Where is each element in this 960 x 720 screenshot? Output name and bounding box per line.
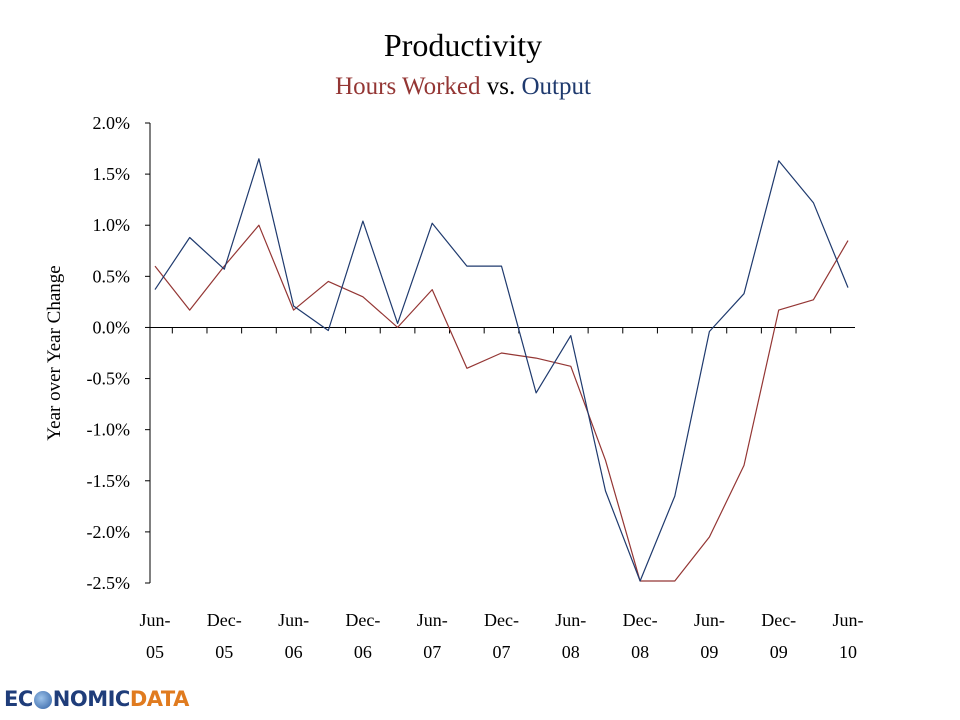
- y-tick-label: 1.5%: [93, 164, 131, 184]
- x-tick-label-month: Jun-: [417, 610, 448, 630]
- x-tick-label-month: Jun-: [694, 610, 725, 630]
- y-tick-label: 0.0%: [93, 317, 131, 337]
- x-tick-label-year: 07: [423, 642, 441, 662]
- economicdata-logo: EC NOMIC DATA: [4, 684, 189, 714]
- x-tick-label-year: 06: [285, 642, 303, 662]
- logo-text-data: DATA: [129, 687, 190, 711]
- series-line-output: [154, 158, 849, 582]
- y-tick-label: -2.5%: [87, 573, 131, 593]
- x-tick-label-month: Dec-: [623, 610, 658, 630]
- y-tick-label: -0.5%: [87, 369, 131, 389]
- x-tick-label-month: Jun-: [555, 610, 586, 630]
- y-tick-label: -2.0%: [87, 522, 131, 542]
- x-tick-label-year: 09: [700, 642, 718, 662]
- x-tick-label-year: 09: [770, 642, 788, 662]
- y-tick-label: 2.0%: [93, 113, 131, 133]
- x-tick-label-month: Jun-: [140, 610, 171, 630]
- y-axis-label: Year over Year Change: [44, 265, 65, 440]
- logo-text-nomic: NOMIC: [52, 687, 131, 711]
- x-tick-label-month: Dec-: [761, 610, 796, 630]
- x-tick-label-month: Dec-: [345, 610, 380, 630]
- x-tick-label-month: Jun-: [278, 610, 309, 630]
- subtitle-vs: vs.: [481, 73, 522, 100]
- y-tick-label: 0.5%: [93, 266, 131, 286]
- y-tick-label: 1.0%: [93, 215, 131, 235]
- x-tick-label-year: 05: [215, 642, 233, 662]
- y-tick-label: -1.0%: [87, 420, 131, 440]
- subtitle-hours-worked: Hours Worked: [335, 73, 481, 100]
- x-tick-label-year: 08: [562, 642, 580, 662]
- x-tick-labels: Jun- 05 Dec- 05 Jun- 06 Dec- 06 Jun- 07 Dec- 07 Jun-…: [140, 610, 864, 662]
- x-tick-label-month: Dec-: [207, 610, 242, 630]
- x-tick-label-year: 06: [354, 642, 372, 662]
- y-tick-labels: 2.0% 1.5% 1.0% 0.5% 0.0% -0.5% -1.0% -1.5% -2.0%…: [87, 113, 131, 593]
- series-lines: [154, 158, 849, 582]
- y-tick-label: -1.5%: [87, 471, 131, 491]
- x-tick-label-year: 08: [631, 642, 649, 662]
- chart-subtitle: Hours Worked vs. Output: [335, 73, 591, 100]
- axes: [145, 122, 855, 584]
- x-tick-label-year: 07: [493, 642, 511, 662]
- globe-icon: [33, 691, 52, 709]
- x-tick-label-year: 05: [146, 642, 164, 662]
- x-tick-label-month: Jun-: [833, 610, 864, 630]
- subtitle-output: Output: [521, 73, 591, 100]
- series-line-hours-worked: [154, 224, 849, 582]
- x-tick-label-month: Dec-: [484, 610, 519, 630]
- logo-text-ec: EC: [4, 687, 33, 711]
- chart-title: Productivity: [384, 27, 542, 63]
- x-tick-label-year: 10: [839, 642, 857, 662]
